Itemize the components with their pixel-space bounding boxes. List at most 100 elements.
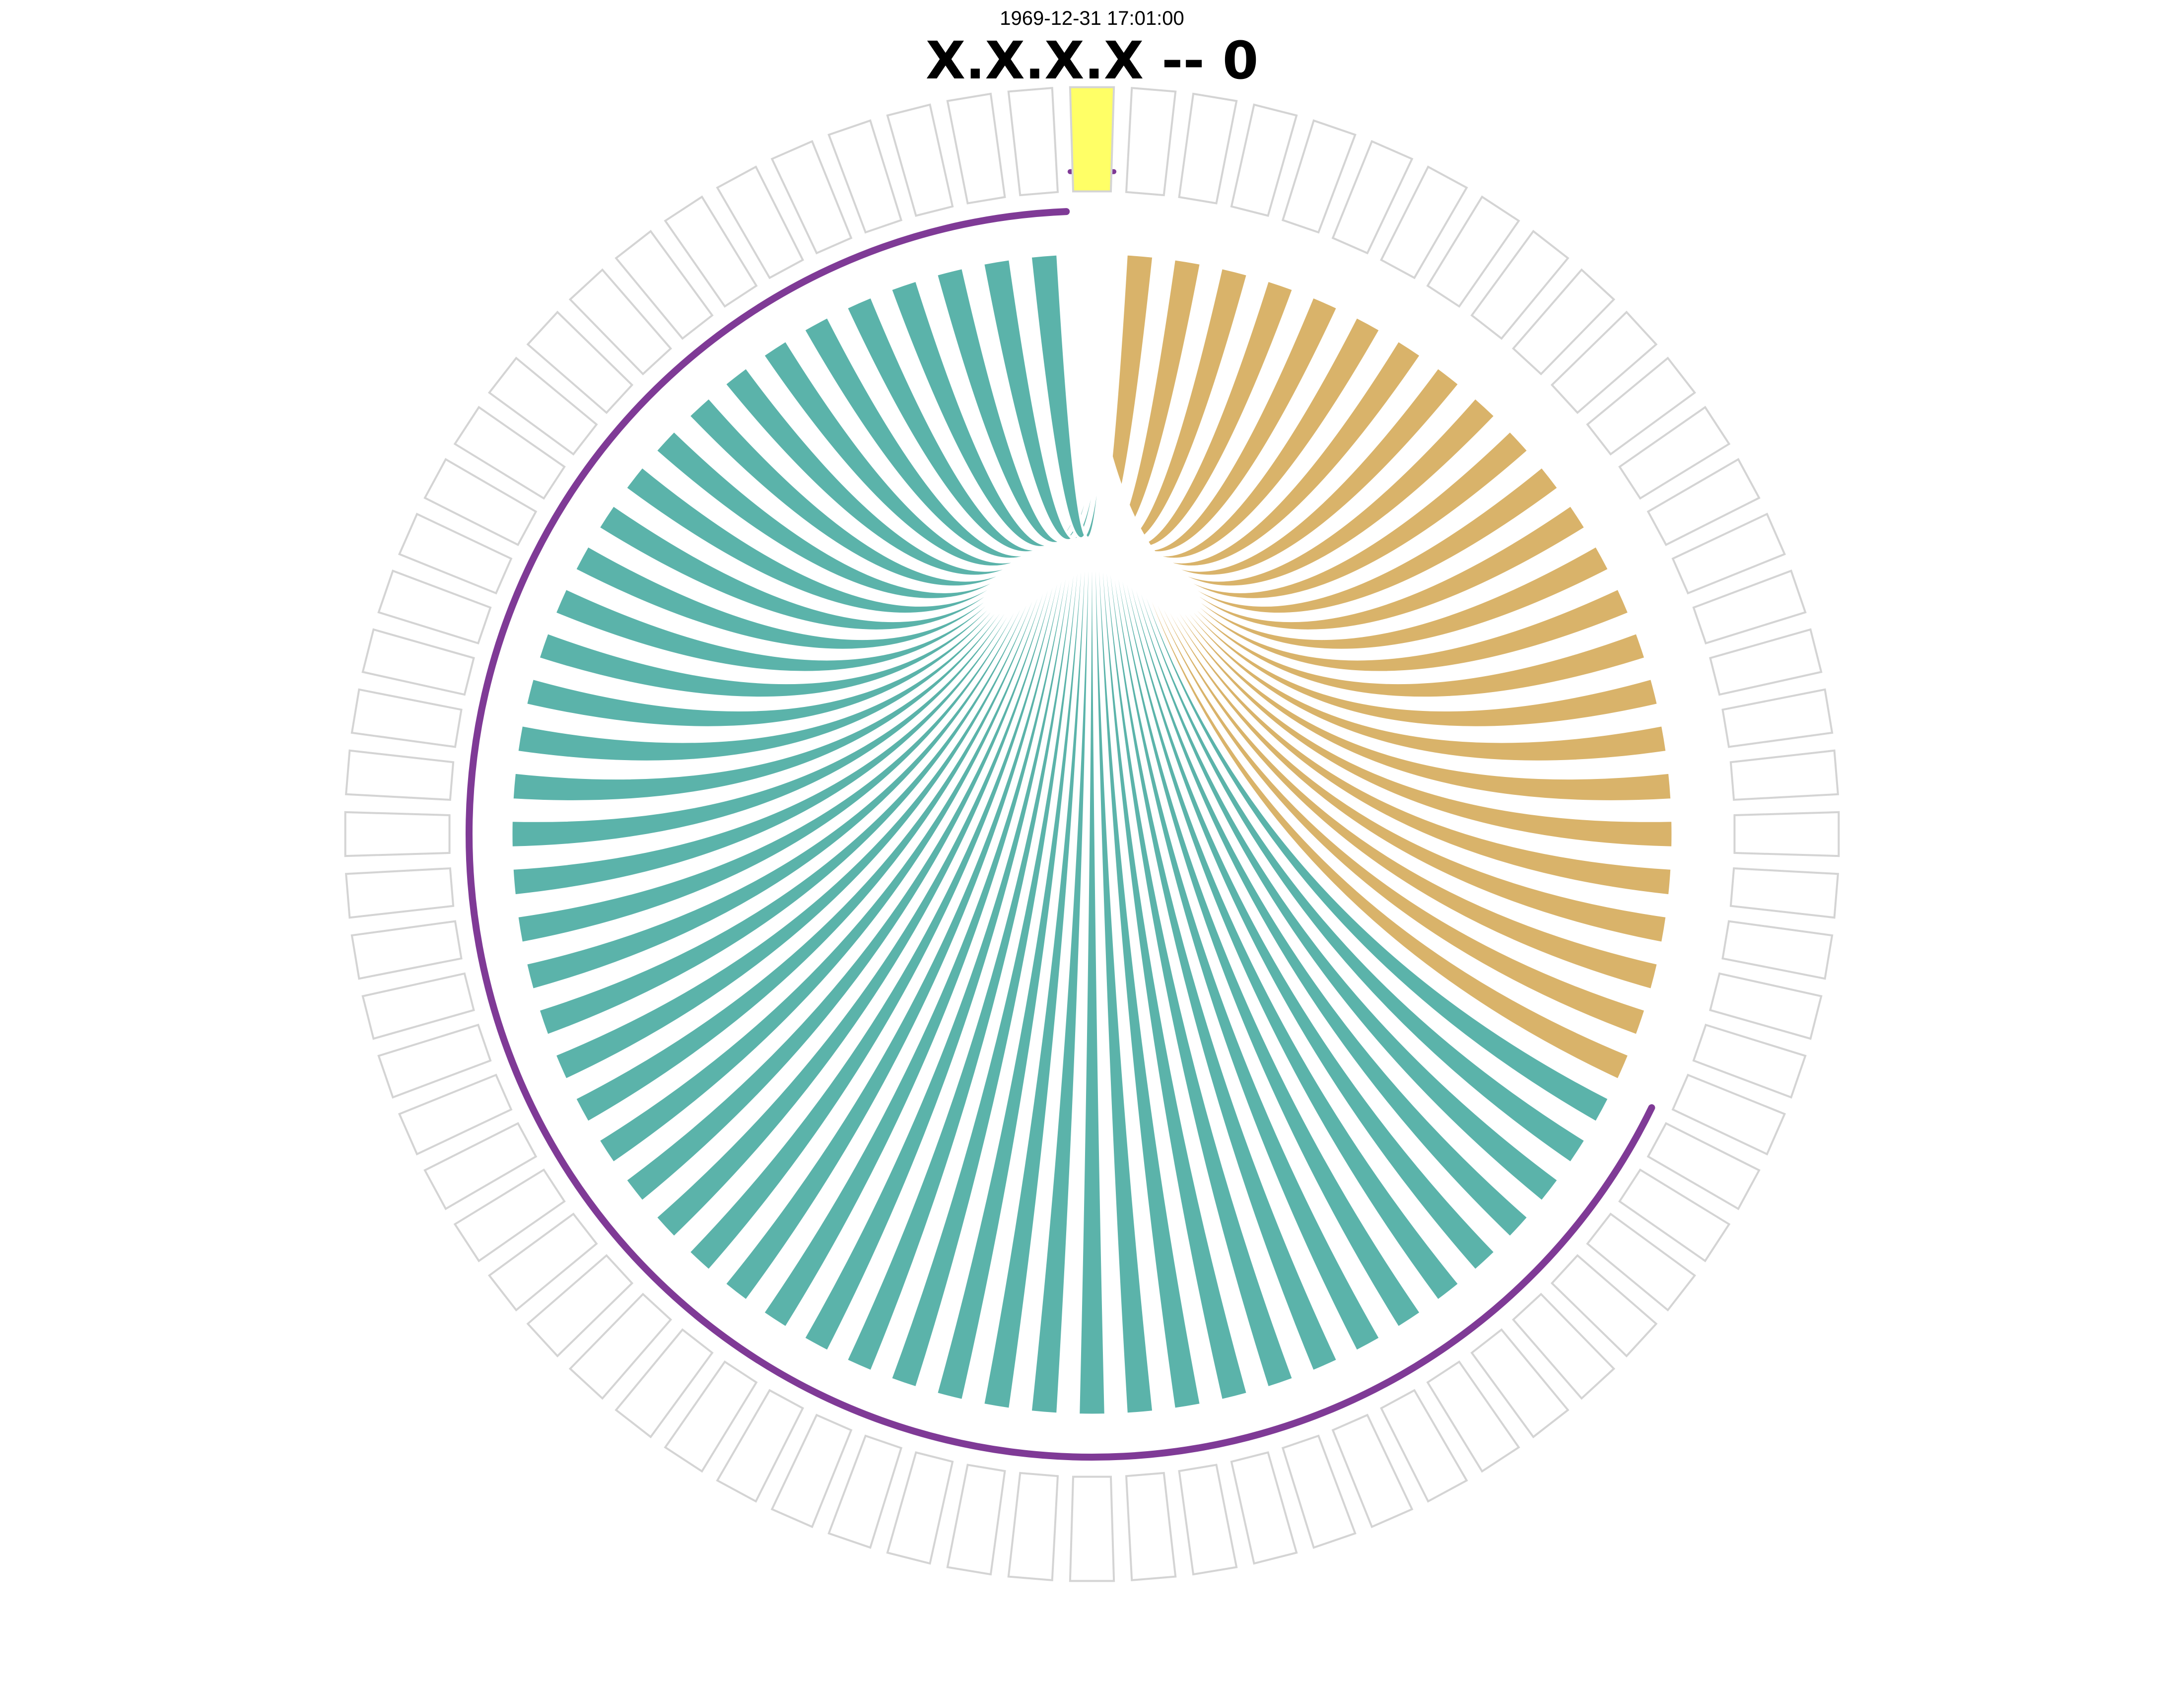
outer-segment: [664, 195, 758, 308]
outer-segment: [1586, 356, 1697, 456]
outer-segment: [1550, 310, 1658, 415]
outer-segment: [1069, 1476, 1115, 1582]
outer-segment-highlighted: [1069, 86, 1115, 193]
outer-segment: [1646, 458, 1761, 546]
chord-ribbon: [1082, 227, 1647, 1037]
chord-ribbon: [1083, 227, 1631, 1082]
chord-ribbon: [1086, 227, 1461, 1303]
outer-segment: [1618, 1168, 1731, 1263]
outer-segment: [1281, 119, 1357, 234]
outer-segment: [1380, 165, 1468, 280]
outer-segment: [377, 1023, 492, 1099]
outer-segment: [423, 1122, 538, 1210]
outer-segment: [886, 103, 954, 217]
outer-segment: [361, 628, 475, 696]
outer-segment: [453, 406, 566, 500]
outer-segment: [716, 1389, 804, 1503]
chord-ribbon: [1087, 227, 1423, 1330]
outer-segment: [1729, 867, 1840, 919]
chord-ribbon: [1029, 227, 1114, 540]
outer-segment: [1511, 1292, 1616, 1400]
outer-segment: [1646, 1122, 1761, 1210]
outer-segment: [1426, 1360, 1520, 1473]
outer-segment: [344, 811, 451, 857]
ribbon-layer: [510, 227, 1674, 1416]
outer-segment: [1125, 1472, 1177, 1582]
outer-segment: [614, 229, 714, 340]
purple-track-arc: [466, 208, 1655, 1461]
outer-segment: [1007, 86, 1059, 197]
chart-title: X.X.X.X -- 0: [926, 30, 1258, 91]
outer-segment: [1721, 920, 1834, 980]
chord-ribbon: [844, 227, 1112, 554]
outer-segment: [361, 972, 475, 1040]
outer-segment: [1178, 92, 1238, 205]
chord-ribbon: [1083, 227, 1611, 1125]
outer-segment: [1426, 195, 1520, 308]
outer-segment: [1692, 569, 1807, 645]
outer-segment: [1281, 1434, 1357, 1549]
outer-segment: [487, 1212, 598, 1312]
chord-ribbon: [1085, 227, 1530, 1239]
outer-segment: [377, 569, 492, 645]
outer-segment: [1331, 1413, 1414, 1529]
chord-ribbon: [1084, 227, 1561, 1203]
chord-ribbon: [723, 227, 1111, 577]
outer-segment: [350, 920, 463, 980]
chord-ribbon: [1085, 227, 1497, 1272]
outer-segment: [1733, 811, 1840, 857]
outer-segment: [770, 1413, 853, 1529]
outer-segment: [1671, 512, 1786, 595]
outer-segment: [398, 512, 513, 595]
outer-segment: [1721, 688, 1834, 748]
outer-segment: [423, 458, 538, 546]
chord-ribbon: [1088, 227, 1295, 1390]
outer-segment: [1671, 1073, 1786, 1156]
outer-segment: [664, 1360, 758, 1473]
outer-segment: [350, 688, 463, 748]
outer-segment: [1178, 1464, 1238, 1576]
outer-segment: [770, 140, 853, 255]
outer-segment: [1618, 406, 1731, 500]
outer-segment: [1470, 1328, 1570, 1439]
chord-ribbon: [1089, 227, 1203, 1411]
outer-segment: [827, 119, 903, 234]
outer-segment: [1007, 1472, 1059, 1582]
outer-segment: [716, 165, 804, 280]
outer-segment: [568, 268, 673, 376]
chord-ribbon: [981, 227, 1114, 542]
outer-segment: [1380, 1389, 1468, 1503]
chord-ribbon: [1088, 227, 1340, 1373]
outer-segment: [886, 1451, 954, 1565]
chord-ribbon: [1084, 227, 1587, 1165]
outer-segment: [1230, 1451, 1298, 1565]
outer-segment: [526, 310, 634, 415]
chart-timestamp: 1969-12-31 17:01:00: [1000, 7, 1184, 29]
outer-ring: [344, 86, 1840, 1582]
outer-segment: [1511, 268, 1616, 376]
outer-segment: [453, 1168, 566, 1263]
chord-ribbon: [1090, 227, 1155, 1415]
outer-segment: [1550, 1254, 1658, 1358]
outer-segment: [344, 867, 455, 919]
outer-segment: [614, 1328, 714, 1439]
outer-segment: [1125, 86, 1177, 197]
outer-segment: [1709, 628, 1823, 696]
outer-segment: [1709, 972, 1823, 1040]
outer-segment: [398, 1073, 513, 1156]
outer-segment: [1331, 140, 1414, 255]
outer-segment: [1692, 1023, 1807, 1099]
outer-segment: [1470, 229, 1570, 340]
outer-segment: [1230, 103, 1298, 217]
outer-segment: [1586, 1212, 1697, 1312]
outer-segment: [568, 1292, 673, 1400]
outer-segment: [946, 92, 1006, 205]
outer-segment: [1729, 749, 1840, 801]
outer-segment: [526, 1254, 634, 1358]
outer-segment: [946, 1464, 1006, 1576]
outer-segment: [487, 356, 598, 456]
chord-ribbon: [1089, 227, 1249, 1402]
chord-ribbon: [981, 227, 1095, 1411]
chord-ribbon: [1087, 227, 1382, 1353]
